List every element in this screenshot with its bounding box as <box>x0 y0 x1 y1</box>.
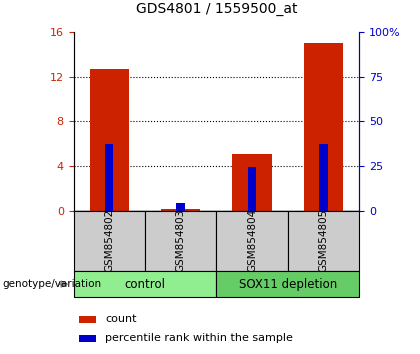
Text: count: count <box>105 314 136 324</box>
Bar <box>161 209 200 211</box>
Bar <box>248 167 256 211</box>
Bar <box>79 316 96 323</box>
Bar <box>232 154 272 211</box>
Bar <box>176 203 185 211</box>
Text: control: control <box>124 278 165 291</box>
Bar <box>216 211 288 271</box>
Text: GSM854802: GSM854802 <box>104 209 114 272</box>
Text: GDS4801 / 1559500_at: GDS4801 / 1559500_at <box>136 2 297 16</box>
Text: GSM854805: GSM854805 <box>318 209 328 272</box>
Bar <box>105 144 113 211</box>
Text: GSM854803: GSM854803 <box>176 209 186 272</box>
Bar <box>89 69 129 211</box>
Text: genotype/variation: genotype/variation <box>2 279 101 289</box>
Text: percentile rank within the sample: percentile rank within the sample <box>105 333 293 343</box>
Bar <box>288 211 359 271</box>
Bar <box>79 335 96 342</box>
Bar <box>304 43 343 211</box>
Bar <box>216 271 359 297</box>
Bar <box>319 144 328 211</box>
Text: SOX11 depletion: SOX11 depletion <box>239 278 337 291</box>
Text: GSM854804: GSM854804 <box>247 209 257 272</box>
Bar <box>74 271 216 297</box>
Bar <box>145 211 216 271</box>
Bar <box>74 211 145 271</box>
